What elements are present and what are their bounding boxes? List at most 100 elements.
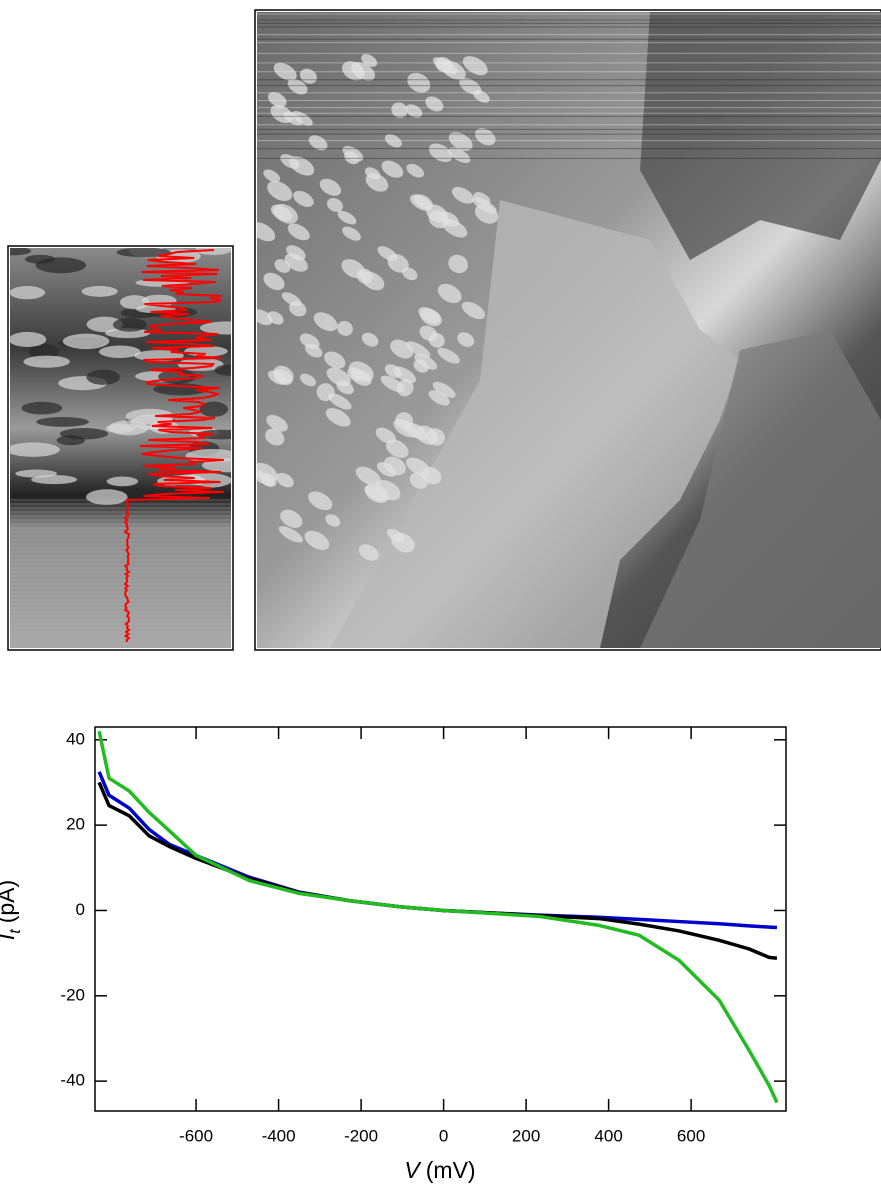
texture-blob (413, 359, 429, 373)
texture-blob (304, 530, 330, 550)
texture-blob (391, 102, 408, 118)
texture-blob (342, 226, 361, 241)
texture-blob (375, 480, 401, 501)
texture-blob (316, 383, 335, 402)
texture-blob (293, 190, 314, 207)
texture-blob (81, 285, 118, 297)
texture-blob (10, 248, 32, 256)
y-tick-label: 20 (66, 815, 85, 834)
texture-blob (457, 332, 475, 347)
texture-blob (199, 401, 229, 417)
plot-frame (94, 726, 787, 1112)
texture-blob (266, 414, 288, 432)
texture-blob (263, 169, 281, 183)
texture-blob (473, 89, 490, 103)
texture-blob (386, 528, 405, 543)
texture-blob (125, 408, 175, 424)
texture-blob (273, 62, 297, 81)
texture-blob (337, 320, 353, 336)
texture-blob (442, 218, 468, 238)
terrace (640, 12, 881, 260)
texture-blob (337, 210, 357, 225)
texture-blob (270, 204, 293, 222)
texture-blob (86, 316, 123, 333)
texture-blob (263, 272, 285, 291)
texture-blob (289, 301, 307, 317)
texture-blob (361, 332, 379, 347)
texture-blob (85, 489, 128, 505)
texture-blob (199, 321, 231, 335)
texture-blob (319, 178, 342, 196)
texture-blob (116, 248, 171, 258)
y-label-subscript: t (7, 929, 24, 934)
texture-blob (421, 466, 442, 485)
texture-blob (407, 72, 431, 93)
terrace (640, 330, 881, 648)
texture-blob (10, 442, 60, 457)
x-label-symbol: V (404, 1157, 422, 1183)
terrace (330, 200, 740, 648)
texture-blob (31, 475, 78, 485)
texture-blob (35, 257, 87, 274)
texture-blob (62, 333, 110, 350)
texture-blob (287, 223, 310, 241)
y-tick-label: 40 (66, 729, 85, 748)
texture-blob (384, 134, 402, 148)
texture-blob (284, 253, 308, 272)
texture-blob (275, 472, 294, 488)
texture-blob (406, 163, 425, 178)
right-texture (257, 13, 881, 561)
texture-blob (441, 60, 466, 80)
texture-blob (28, 343, 60, 360)
data-line (97, 781, 778, 960)
x-tick-label: 400 (594, 1126, 622, 1145)
y-tick-label: -20 (60, 985, 85, 1004)
texture-blob (428, 332, 445, 348)
texture-blob (355, 466, 381, 486)
texture-blob (299, 68, 317, 84)
texture-blob (36, 416, 89, 427)
texture-blob (347, 367, 363, 381)
texture-blob (267, 370, 287, 385)
y-axis-label: It (pA) (0, 880, 24, 940)
texture-blob (413, 194, 433, 210)
x-tick-label: 200 (512, 1126, 540, 1145)
x-tick-label: -400 (262, 1126, 296, 1145)
texture-blob (10, 286, 46, 300)
texture-blob (405, 104, 423, 118)
texture-blob (474, 204, 499, 224)
texture-blob (291, 111, 313, 126)
texture-blob (428, 390, 450, 406)
texture-blob (474, 128, 496, 146)
texture-blob (437, 283, 462, 304)
texture-blob (437, 347, 460, 364)
texture-blob (365, 173, 389, 192)
texture-blob (267, 180, 293, 202)
texture-blob (278, 526, 303, 543)
texture-blob (358, 544, 379, 561)
texture-blob (361, 54, 378, 67)
y-tick-label: 0 (76, 900, 85, 919)
texture-blob (108, 420, 149, 436)
texture-blob (425, 96, 444, 112)
texture-blob (325, 514, 341, 527)
texture-blob (384, 364, 402, 379)
y-tick-label: -40 (60, 1071, 85, 1090)
texture-blob (265, 428, 285, 446)
texture-blob (327, 197, 343, 212)
texture-blob (308, 135, 328, 151)
texture-blob (21, 401, 63, 415)
texture-blob (325, 408, 351, 427)
texture-blob (98, 345, 141, 359)
data-line (97, 771, 778, 930)
texture-blob (257, 222, 276, 242)
x-tick-label: 600 (677, 1126, 705, 1145)
texture-blob (364, 485, 387, 502)
texture-blob (267, 92, 287, 108)
texture-blob (120, 295, 150, 310)
y-label-symbol: I (0, 933, 19, 940)
texture-blob (420, 308, 442, 327)
texture-blob (448, 254, 468, 274)
